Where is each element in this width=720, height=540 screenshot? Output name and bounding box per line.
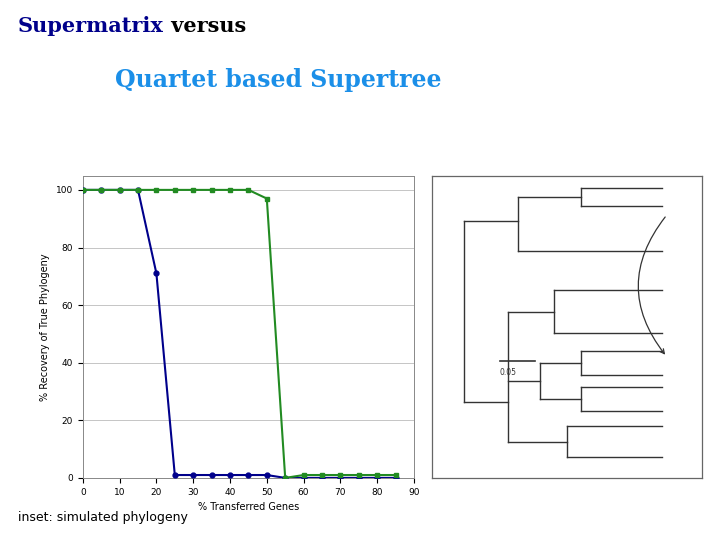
- Y-axis label: % Recovery of True Phylogeny: % Recovery of True Phylogeny: [40, 253, 50, 401]
- Text: 0.05: 0.05: [500, 368, 516, 377]
- Text: versus: versus: [164, 16, 246, 36]
- Text: inset: simulated phylogeny: inset: simulated phylogeny: [18, 511, 188, 524]
- FancyArrowPatch shape: [638, 217, 665, 354]
- X-axis label: % Transferred Genes: % Transferred Genes: [198, 502, 299, 512]
- Text: Quartet based Supertree: Quartet based Supertree: [115, 68, 441, 91]
- Text: Supermatrix: Supermatrix: [18, 16, 164, 36]
